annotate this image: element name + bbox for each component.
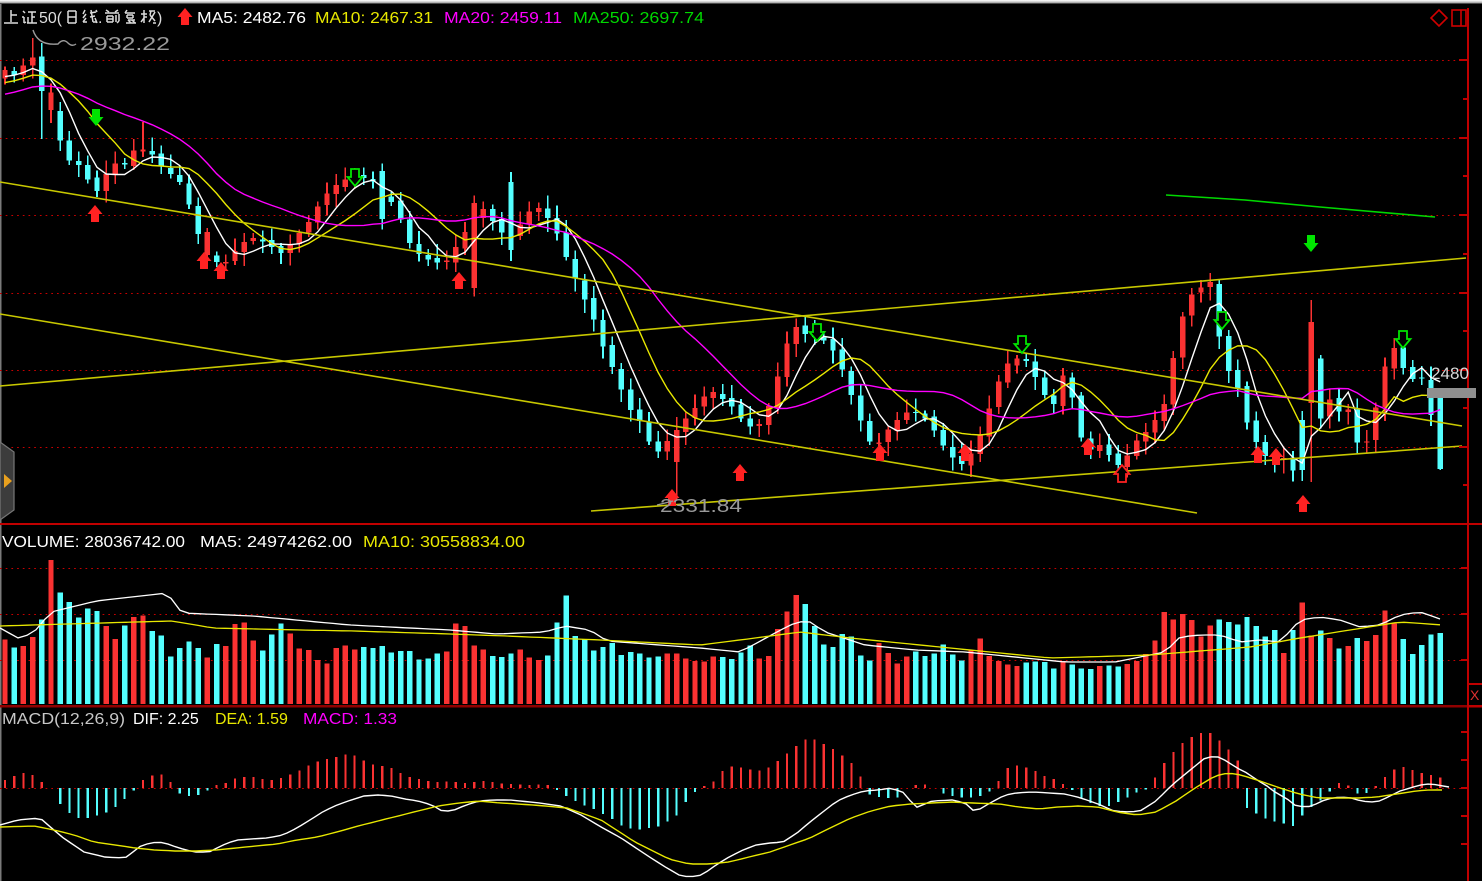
svg-text:DIF: 2.25: DIF: 2.25 [133,711,199,728]
svg-text:.: . [98,10,102,27]
svg-text:MA20: 2459.11: MA20: 2459.11 [444,10,562,27]
svg-text:MA250: 2697.74: MA250: 2697.74 [573,10,704,27]
svg-text:2480: 2480 [1431,364,1469,383]
svg-text:MA5: 24974262.00: MA5: 24974262.00 [200,534,352,551]
svg-text:2331.84: 2331.84 [660,496,742,516]
svg-text:2932.22: 2932.22 [80,34,170,54]
svg-text:DEA: 1.59: DEA: 1.59 [215,711,288,728]
svg-text:MA10: 30558834.00: MA10: 30558834.00 [363,534,525,551]
svg-text:MACD: 1.33: MACD: 1.33 [303,711,397,728]
svg-text:): ) [157,10,162,27]
svg-text:VOLUME: 28036742.00: VOLUME: 28036742.00 [2,534,185,551]
svg-text:50(: 50( [39,10,63,27]
svg-text:MA5: 2482.76: MA5: 2482.76 [197,10,306,27]
svg-text:MACD(12,26,9): MACD(12,26,9) [2,711,125,728]
svg-text:X: X [1470,687,1480,703]
svg-text:MA10: 2467.31: MA10: 2467.31 [315,10,433,27]
